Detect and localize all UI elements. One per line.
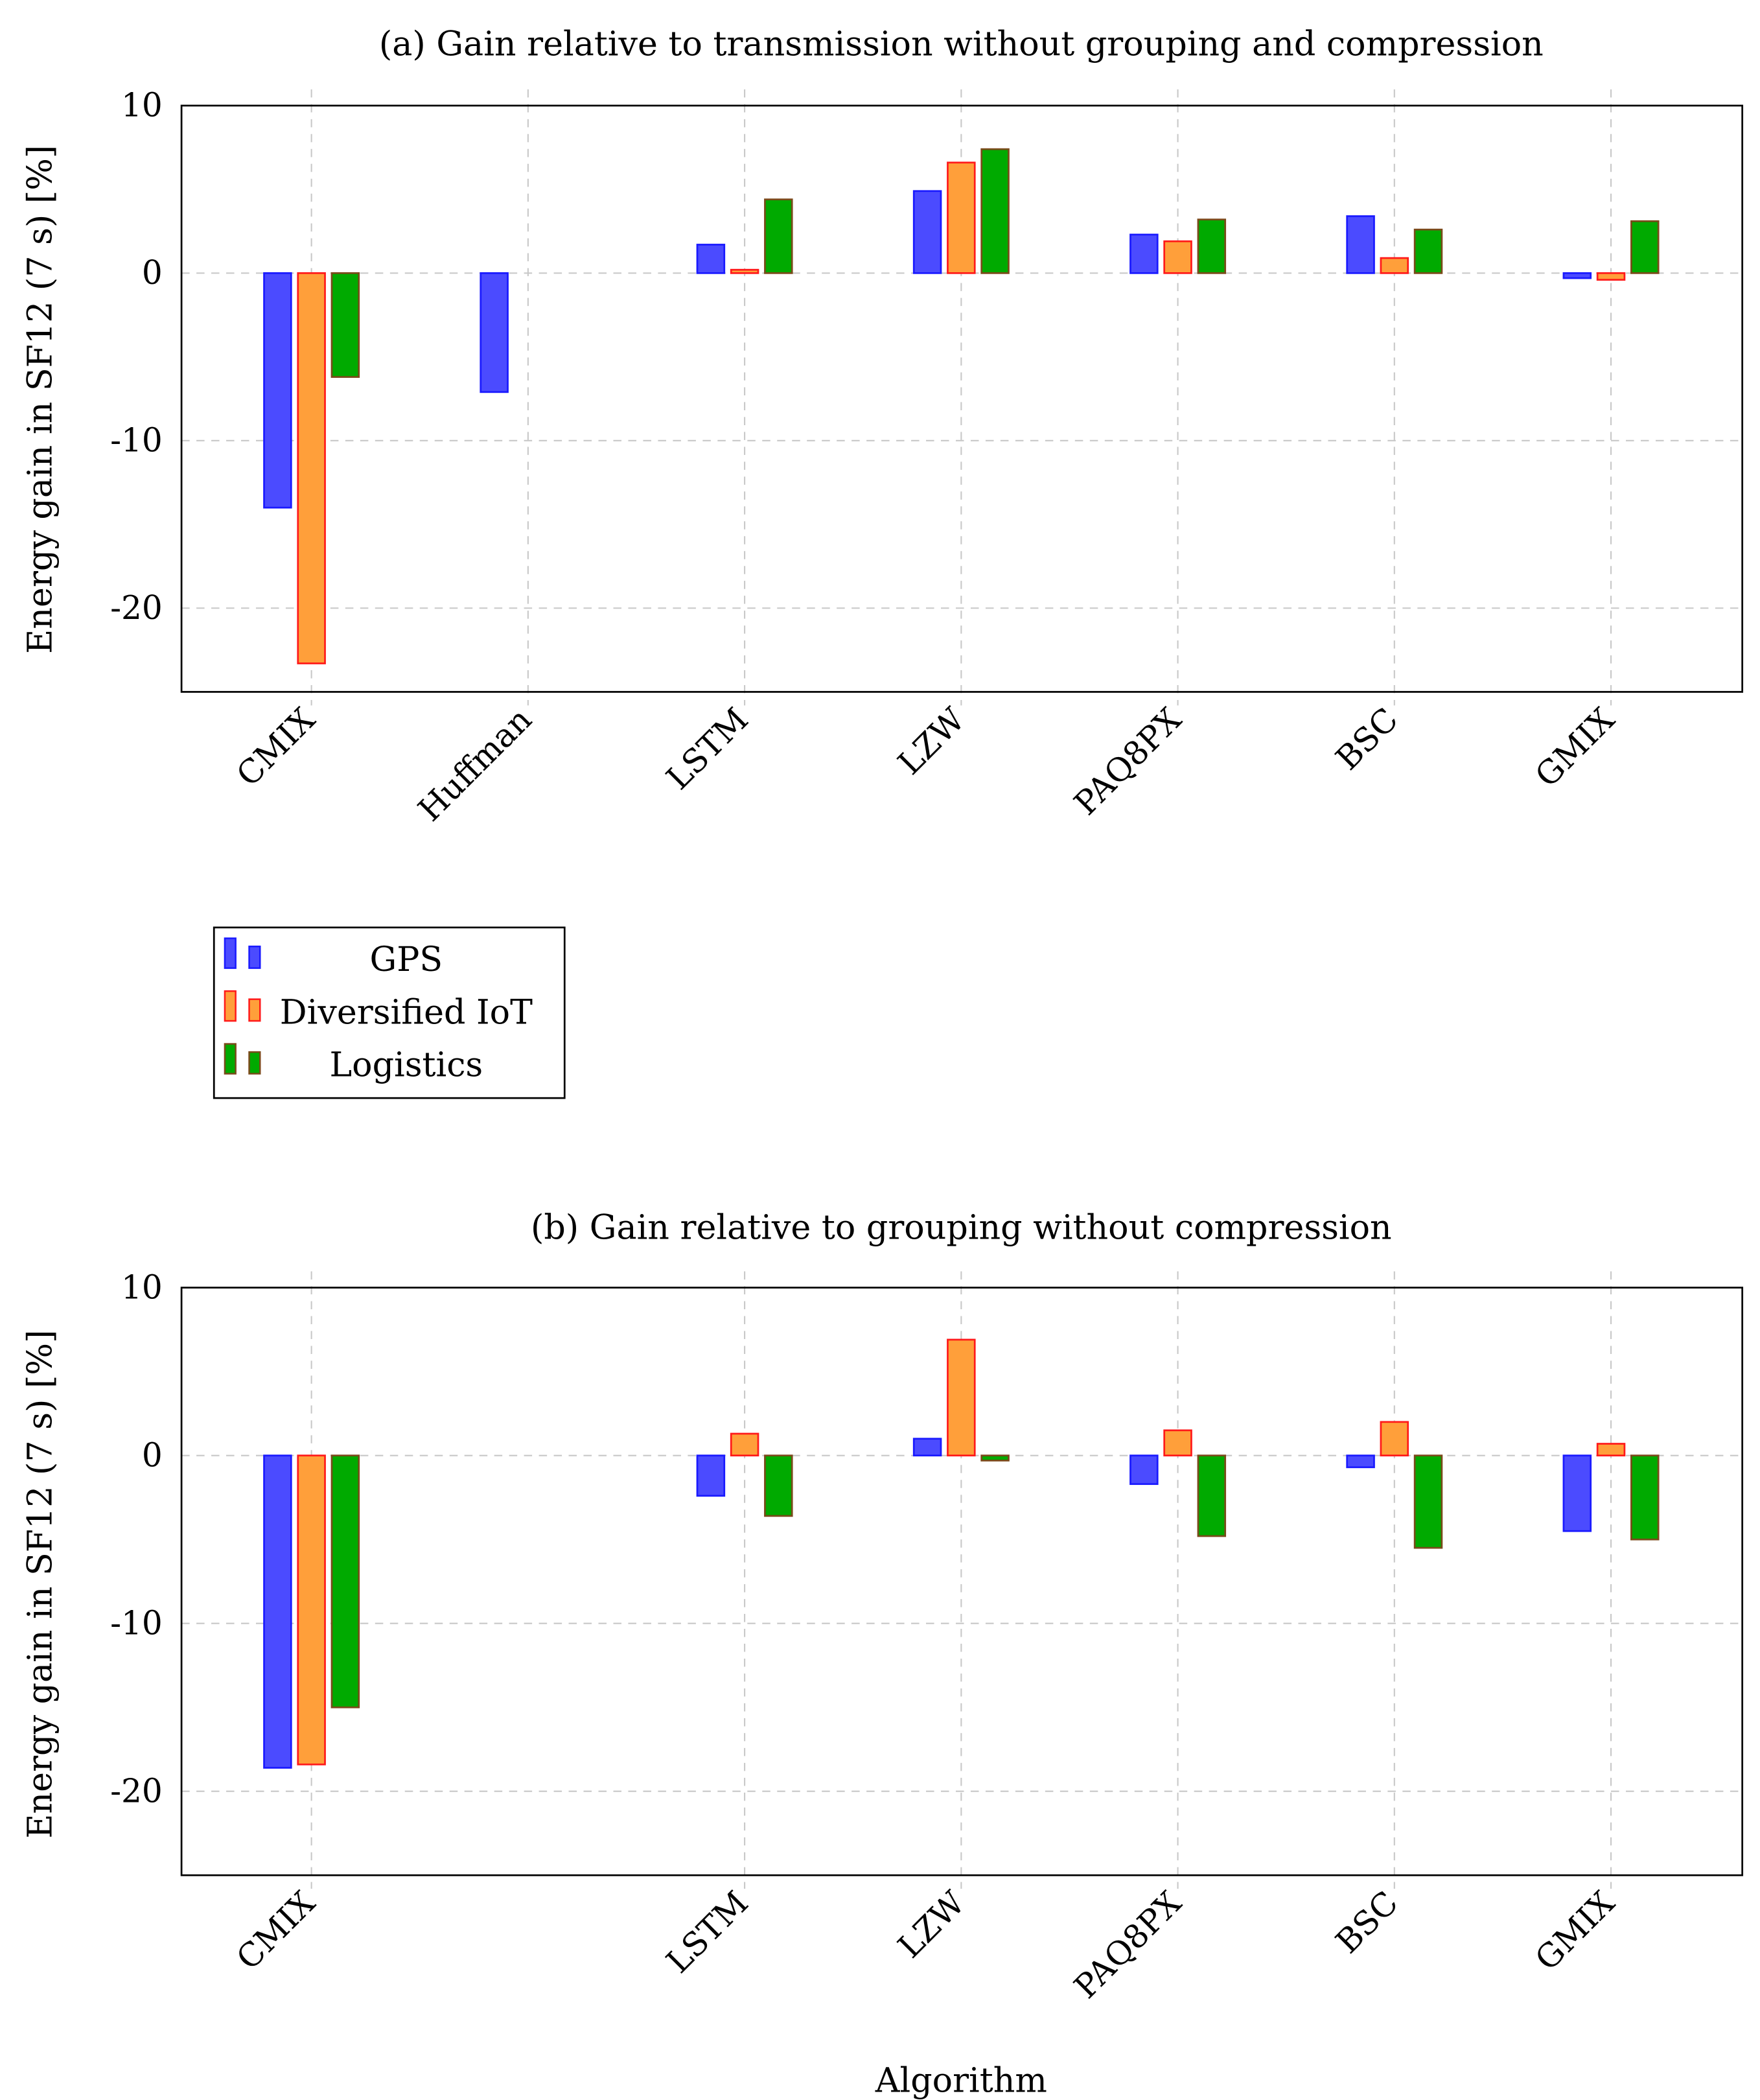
x-tick-label: PAQ8PX: [1067, 700, 1189, 822]
x-tick-label: LZW: [890, 700, 973, 782]
bar-logistics-bsc: [1413, 228, 1443, 274]
bar-logistics-paq8px: [1197, 1454, 1227, 1537]
bar-logistics-lstm: [764, 1454, 793, 1517]
bar-gps-cmix: [263, 1454, 292, 1769]
bar-diversified-iot-lstm: [730, 268, 759, 274]
x-axis-label: Algorithm: [875, 2061, 1047, 2100]
x-tick-label: GMIX: [1527, 1884, 1622, 1978]
bar-diversified-iot-paq8px: [1163, 1429, 1192, 1457]
legend-swatch: [224, 990, 237, 1022]
y-tick-label: -20: [110, 589, 163, 627]
bar-logistics-cmix: [330, 272, 360, 378]
y-tick-label: 10: [121, 1268, 163, 1306]
y-tick-label: 0: [142, 1436, 163, 1474]
legend-label: GPS: [370, 940, 443, 979]
chart-b: 10 0 -10 -20 CMIX LSTM LZW PAQ8PX BSC GMIX (b) Gai…: [21, 1208, 1744, 2100]
bar-logistics-lzw: [980, 1454, 1010, 1462]
legend-swatch: [248, 1051, 261, 1075]
bar-gps-paq8px: [1129, 233, 1159, 274]
bar-diversified-iot-paq8px: [1163, 240, 1192, 274]
x-tick-label: CMIX: [229, 700, 323, 794]
y-tick-label: -20: [110, 1771, 163, 1810]
legend-box: [213, 926, 566, 1099]
x-tick-label: BSC: [1328, 700, 1405, 777]
bar-diversified-iot-cmix: [297, 272, 326, 664]
bar-gps-huffman: [480, 272, 509, 393]
bar-gps-lzw: [912, 1438, 942, 1457]
plot-frame: [180, 1287, 1744, 1876]
bar-logistics-paq8px: [1197, 218, 1227, 274]
bar-gps-lstm: [696, 244, 726, 274]
chart-title: (b) Gain relative to grouping without co…: [531, 1208, 1392, 1247]
bar-logistics-lstm: [764, 198, 793, 274]
bar-logistics-bsc: [1413, 1454, 1443, 1549]
bar-diversified-iot-lzw: [947, 161, 976, 274]
legend-swatch: [224, 937, 237, 969]
y-tick-label: -10: [110, 421, 163, 460]
bar-logistics-lzw: [980, 148, 1010, 274]
bar-gps-gmix: [1562, 272, 1592, 279]
bar-diversified-iot-lstm: [730, 1432, 759, 1457]
bar-gps-lstm: [696, 1454, 726, 1497]
y-tick-label: 0: [142, 253, 163, 292]
legend-label: Diversified IoT: [280, 993, 533, 1032]
x-tick-label: LSTM: [658, 1884, 755, 1980]
legend-swatch: [248, 945, 261, 969]
bar-gps-paq8px: [1129, 1454, 1159, 1486]
bar-diversified-iot-cmix: [297, 1454, 326, 1766]
legend-swatch: [248, 998, 261, 1022]
bar-logistics-gmix: [1630, 1454, 1660, 1541]
bar-gps-bsc: [1346, 1454, 1375, 1469]
bar-gps-gmix: [1562, 1454, 1592, 1532]
bar-gps-lzw: [912, 190, 942, 274]
y-tick-label: -10: [110, 1604, 163, 1642]
plot-frame: [180, 104, 1744, 693]
x-tick-label: LZW: [890, 1884, 973, 1966]
bar-gps-cmix: [263, 272, 292, 509]
bar-diversified-iot-lzw: [947, 1338, 976, 1457]
x-tick-label: PAQ8PX: [1067, 1884, 1189, 2006]
chart-title: (a) Gain relative to transmission withou…: [379, 25, 1544, 64]
bar-gps-bsc: [1346, 215, 1375, 274]
legend-swatch: [224, 1043, 237, 1075]
legend: GPS Diversified IoT Logistics: [213, 926, 566, 1099]
y-axis-label: Energy gain in SF12 (7 s) [%]: [21, 1330, 60, 1839]
x-tick-label: Huffman: [410, 700, 538, 828]
bar-logistics-cmix: [330, 1454, 360, 1709]
x-tick-label: BSC: [1328, 1884, 1405, 1961]
x-tick-label: LSTM: [658, 700, 755, 797]
x-tick-label: CMIX: [229, 1884, 323, 1978]
bar-logistics-gmix: [1630, 220, 1660, 274]
chart-a: 10 0 -10 -20 CMIX Huffman LSTM LZW PAQ8PX BSC GMIX…: [21, 25, 1744, 828]
bar-diversified-iot-bsc: [1380, 257, 1409, 274]
y-tick-label: 10: [121, 86, 163, 124]
bar-diversified-iot-gmix: [1596, 272, 1626, 281]
bar-diversified-iot-bsc: [1380, 1421, 1409, 1457]
bar-diversified-iot-gmix: [1596, 1443, 1626, 1457]
y-axis-label: Energy gain in SF12 (7 s) [%]: [21, 145, 60, 654]
x-tick-label: GMIX: [1527, 700, 1622, 795]
legend-label: Logistics: [329, 1046, 483, 1085]
